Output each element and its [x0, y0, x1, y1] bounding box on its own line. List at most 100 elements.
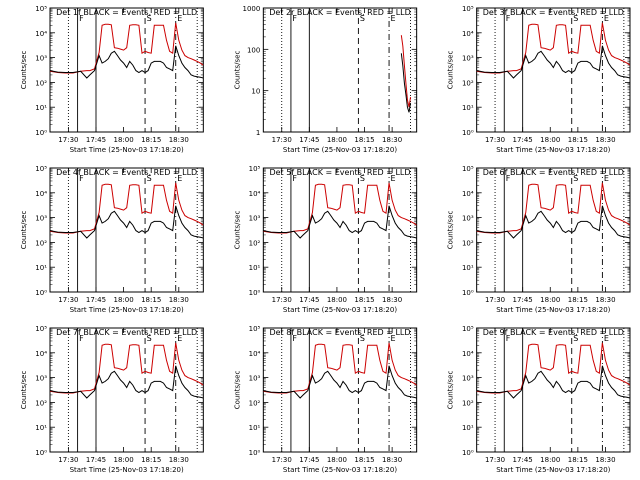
x-tick-label: 18:00: [540, 456, 560, 464]
panel-3: Det 3f BLACK = Events, RED = LLD 10⁰ 10¹ 10…: [447, 5, 631, 154]
y-tick-label: 10²: [35, 79, 47, 87]
x-tick-label: 18:00: [114, 296, 134, 304]
x-tick-label: 18:15: [354, 296, 374, 304]
y-tick-label: 10³: [249, 215, 261, 223]
panel-title: Det 7f BLACK = Events, RED = LLD: [56, 328, 197, 337]
lld-series-line: [50, 342, 204, 394]
event-marker-label: E: [177, 14, 182, 23]
y-axis-label: Counts/sec: [233, 371, 241, 410]
x-tick-label: 18:15: [141, 456, 161, 464]
y-tick-label: 10⁵: [249, 325, 261, 333]
y-tick-label: 10⁴: [462, 30, 474, 38]
x-tick-label: 17:30: [485, 456, 505, 464]
x-axis-label: Start Time (25-Nov-03 17:18:20): [496, 306, 610, 314]
y-tick-label: 10⁵: [462, 165, 474, 173]
x-tick-label: 17:30: [58, 456, 78, 464]
plot-frame: [49, 167, 204, 293]
panel-6: Det 6f BLACK = Events, RED = LLD 10⁰ 10¹ 10…: [447, 165, 631, 314]
y-tick-label: 10⁵: [249, 165, 261, 173]
y-axis-label: Counts/sec: [20, 211, 28, 250]
y-axis-label: Counts/sec: [20, 51, 28, 90]
panel-2: Det 2r BLACK = Events, RED = LLD 1 10 100 10…: [233, 5, 418, 154]
y-axis-label: Counts/sec: [447, 211, 455, 250]
panel-7: Det 7f BLACK = Events, RED = LLD 10⁰ 10¹ 10…: [20, 325, 204, 474]
y-tick-label: 10⁰: [35, 129, 47, 137]
y-tick-label: 10⁴: [35, 190, 47, 198]
events-series-line: [476, 45, 630, 79]
event-marker-label: F: [292, 334, 297, 343]
y-tick-label: 10⁰: [462, 289, 474, 297]
event-marker-label: F: [506, 14, 511, 23]
y-axis-label: Counts/sec: [233, 211, 241, 250]
panel-title: Det 1f BLACK = Events, RED = LLD: [56, 8, 197, 17]
lld-series-line: [476, 342, 630, 394]
x-tick-label: 18:15: [568, 456, 588, 464]
y-tick-label: 10⁴: [462, 190, 474, 198]
y-tick-label: 10¹: [462, 424, 474, 432]
x-tick-label: 18:15: [141, 296, 161, 304]
event-marker-label: S: [573, 334, 578, 343]
x-tick-label: 18:15: [568, 136, 588, 144]
event-marker-label: E: [604, 334, 609, 343]
panel-title: Det 9f BLACK = Events, RED = LLD: [483, 328, 624, 337]
plot-frame: [262, 7, 418, 133]
y-tick-label: 10¹: [35, 104, 47, 112]
x-axis-label: Start Time (25-Nov-03 17:18:20): [283, 466, 397, 474]
event-marker-label: S: [147, 334, 152, 343]
x-tick-label: 17:30: [272, 456, 292, 464]
x-tick-label: 17:45: [513, 456, 533, 464]
y-tick-label: 10²: [249, 239, 261, 247]
y-tick-label: 10³: [249, 375, 261, 383]
x-axis-label: Start Time (25-Nov-03 17:18:20): [496, 466, 610, 474]
panel-5: Det 5f BLACK = Events, RED = LLD 10⁰ 10¹ 10…: [233, 165, 418, 314]
event-marker-label: E: [604, 14, 609, 23]
x-tick-label: 18:15: [141, 136, 161, 144]
y-tick-label: 10⁰: [35, 449, 47, 457]
events-series-line: [476, 365, 630, 399]
x-tick-label: 18:30: [169, 136, 189, 144]
y-tick-label: 10²: [462, 79, 474, 87]
x-tick-label: 17:45: [513, 296, 533, 304]
x-tick-label: 17:30: [485, 136, 505, 144]
x-tick-label: 18:15: [568, 296, 588, 304]
plot-frame: [49, 327, 204, 453]
x-tick-label: 17:30: [272, 136, 292, 144]
panel-4: Det 4f BLACK = Events, RED = LLD 10⁰ 10¹ 10…: [20, 165, 204, 314]
lld-series-line: [263, 182, 417, 234]
y-tick-label: 10³: [462, 215, 474, 223]
y-tick-label: 10: [251, 88, 260, 96]
x-tick-label: 17:45: [86, 456, 106, 464]
y-tick-label: 10²: [462, 399, 474, 407]
x-tick-label: 18:00: [327, 296, 347, 304]
event-marker-label: E: [177, 334, 182, 343]
x-tick-label: 17:45: [86, 296, 106, 304]
events-series-line: [50, 45, 204, 79]
event-marker-label: E: [177, 174, 182, 183]
y-tick-label: 10⁴: [249, 190, 261, 198]
x-tick-label: 18:00: [327, 136, 347, 144]
x-tick-label: 17:45: [299, 296, 319, 304]
x-tick-label: 17:45: [86, 136, 106, 144]
events-series-line: [263, 365, 417, 399]
panel-title: Det 2r BLACK = Events, RED = LLD: [269, 8, 411, 17]
y-tick-label: 10⁰: [462, 449, 474, 457]
x-axis-label: Start Time (25-Nov-03 17:18:20): [70, 466, 184, 474]
lld-series-line: [476, 22, 630, 74]
event-marker-label: S: [360, 334, 365, 343]
y-tick-label: 10¹: [462, 104, 474, 112]
lld-series-line: [400, 35, 412, 108]
x-axis-label: Start Time (25-Nov-03 17:18:20): [283, 306, 397, 314]
y-tick-label: 10⁵: [462, 5, 474, 13]
lld-series-line: [50, 22, 204, 74]
x-tick-label: 17:45: [513, 136, 533, 144]
x-tick-label: 18:30: [382, 296, 402, 304]
y-tick-label: 10⁵: [35, 165, 47, 173]
event-marker-label: F: [79, 174, 84, 183]
panel-title: Det 5f BLACK = Events, RED = LLD: [269, 168, 410, 177]
event-marker-label: F: [292, 174, 297, 183]
y-axis-label: Counts/sec: [447, 371, 455, 410]
y-tick-label: 10³: [462, 55, 474, 63]
y-tick-label: 10¹: [35, 424, 47, 432]
y-tick-label: 10⁴: [35, 350, 47, 358]
x-tick-label: 18:15: [354, 456, 374, 464]
